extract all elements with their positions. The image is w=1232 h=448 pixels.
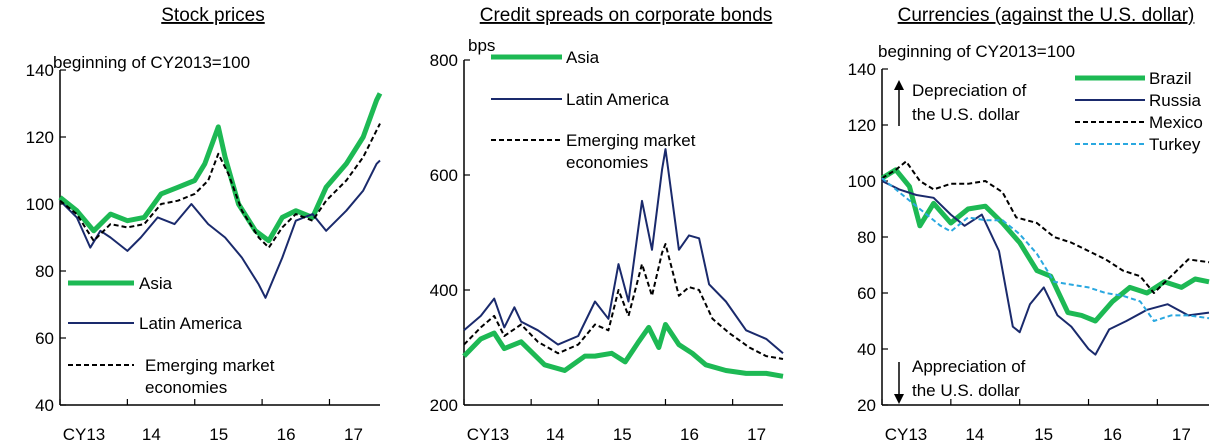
credit-spreads-plot: 200 400 600 800 CY13 14 15 16 17 (430, 51, 784, 444)
series-line-emerging-market-economies (59, 123, 381, 249)
currencies-plot: 20 40 60 80 100 120 140 CY13 14 15 16 17 (848, 60, 1210, 444)
appreciation-annotation: Appreciation of the U.S. dollar (894, 357, 1026, 404)
y-tick-label: 80 (35, 262, 54, 281)
legend-label: Russia (1149, 91, 1202, 110)
x-tick-label: 14 (965, 425, 984, 444)
y-tick-label: 120 (848, 116, 876, 135)
unit-note: beginning of CY2013=100 (878, 42, 1075, 61)
legend-label-line: Emerging market (145, 356, 275, 375)
annotation-line: the U.S. dollar (912, 381, 1020, 400)
series-line-turkey (881, 177, 1210, 322)
legend: Asia Latin America Emerging market econo… (68, 274, 279, 397)
y-tick-label: 60 (35, 329, 54, 348)
x-tick-label: 15 (209, 425, 228, 444)
depreciation-annotation: Depreciation of the U.S. dollar (894, 80, 1027, 126)
legend-label: Latin America (139, 314, 243, 333)
y-tick-label: 600 (430, 166, 458, 185)
x-tick-label: 14 (546, 425, 565, 444)
annotation-line: Appreciation of (912, 357, 1026, 376)
y-tick-label: 40 (857, 340, 876, 359)
legend-label: Mexico (1149, 113, 1203, 132)
series-line-asia (58, 92, 383, 244)
legend-label-line: economies (566, 153, 648, 172)
y-tick-label: 140 (848, 60, 876, 79)
annotation-line: Depreciation of (912, 81, 1027, 100)
y-tick-label: 20 (857, 396, 876, 415)
x-tick-label: 16 (680, 425, 699, 444)
stock-prices-plot: 40 60 80 100 120 140 CY13 14 15 16 17 (26, 61, 383, 444)
x-tick-label: CY13 (467, 425, 510, 444)
series-line-latin-america (463, 148, 784, 355)
stock-prices-panel: Stock prices beginning of CY2013=100 40 6… (26, 5, 383, 444)
chart-title: Currencies (against the U.S. dollar) (898, 5, 1195, 26)
legend-label: Asia (139, 274, 173, 293)
series-line-russia (881, 180, 1210, 356)
unit-note: beginning of CY2013=100 (53, 53, 250, 72)
series-line-mexico (881, 160, 1210, 294)
y-tick-label: 140 (26, 61, 54, 80)
y-tick-label: 800 (430, 51, 458, 70)
y-tick-label: 60 (857, 284, 876, 303)
credit-spreads-panel: Credit spreads on corporate bonds bps 20… (430, 5, 784, 444)
x-tick-label: 15 (613, 425, 632, 444)
legend-label: Turkey (1149, 135, 1201, 154)
x-tick-label: 17 (747, 425, 766, 444)
x-tick-label: 16 (277, 425, 296, 444)
unit-note: bps (468, 36, 495, 55)
legend-label: Asia (566, 48, 600, 67)
chart-title: Credit spreads on corporate bonds (480, 5, 773, 26)
legend-label-line: economies (145, 378, 227, 397)
x-tick-label: 15 (1034, 425, 1053, 444)
y-tick-label: 100 (26, 195, 54, 214)
series-line-brazil (880, 167, 1210, 324)
x-tick-label: 14 (142, 425, 161, 444)
x-tick-label: CY13 (63, 425, 106, 444)
legend-label: Emerging market economies (145, 356, 279, 397)
legend-label-line: Emerging market (566, 131, 696, 150)
legend: Brazil Russia Mexico Turkey (1075, 69, 1203, 154)
series-line-latin-america (59, 159, 381, 299)
x-tick-label: 17 (344, 425, 363, 444)
y-tick-label: 80 (857, 228, 876, 247)
annotation-line: the U.S. dollar (912, 105, 1020, 124)
x-tick-label: 17 (1172, 425, 1191, 444)
legend-label: Brazil (1149, 69, 1192, 88)
y-tick-label: 120 (26, 128, 54, 147)
y-tick-label: 200 (430, 396, 458, 415)
x-tick-label: 16 (1103, 425, 1122, 444)
series-line-emerging-market-economies (463, 243, 784, 360)
legend-label: Emerging market economies (566, 131, 700, 172)
y-tick-label: 40 (35, 396, 54, 415)
series-line-asia (462, 322, 784, 379)
y-tick-label: 100 (848, 172, 876, 191)
down-arrowhead-icon (894, 394, 904, 404)
y-tick-label: 400 (430, 281, 458, 300)
legend: Asia Latin America Emerging market econo… (491, 48, 700, 172)
legend-label: Latin America (566, 90, 670, 109)
x-tick-label: CY13 (885, 425, 928, 444)
up-arrowhead-icon (894, 80, 904, 90)
currencies-panel: Currencies (against the U.S. dollar) beg… (848, 5, 1210, 444)
chart-title: Stock prices (161, 5, 264, 26)
